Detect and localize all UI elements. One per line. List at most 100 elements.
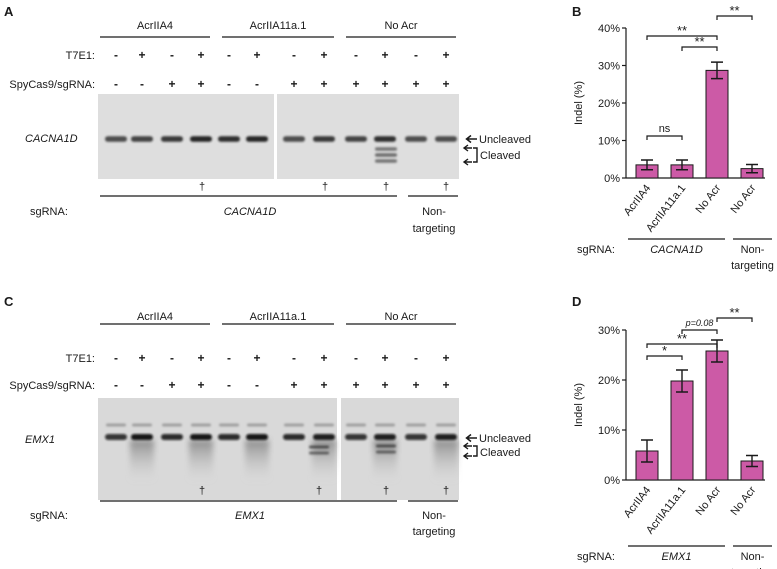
group-label-acriia11: AcrIIA11a.1: [250, 20, 307, 32]
x-tick-label-4: No Acr: [729, 182, 759, 216]
band-uncleaved-lane-8: [313, 434, 335, 440]
band-uncleaved-lane-3: [161, 136, 183, 142]
gel-image-c: [98, 398, 459, 500]
x-tick-label-3: No Acr: [694, 484, 724, 518]
group-label-acriia11: AcrIIA11a.1: [250, 311, 307, 323]
sign-lane-10: +: [381, 48, 388, 62]
x-tick-label-3: No Acr: [694, 182, 724, 216]
cleaved-arrow-upper-icon: [462, 442, 472, 450]
error-bar-4: [746, 454, 758, 468]
sign-lane-11: -: [414, 48, 418, 62]
significance-label-4: **: [729, 305, 739, 320]
band-uncleaved-lane-9: [345, 136, 367, 142]
band-uncleaved-lane-9: [345, 434, 367, 440]
band-upper-lane-3: [162, 423, 182, 427]
significance-label-3: p=0.08: [685, 318, 714, 328]
sign-lane-2: +: [138, 48, 145, 62]
cleaved-bracket-icon: [473, 147, 478, 163]
sign-lane-3: -: [170, 48, 174, 62]
sign-lane-10: +: [381, 77, 388, 91]
bar-3: [705, 69, 729, 179]
sign-lane-10: +: [381, 351, 388, 365]
smear-lane-12: [434, 440, 458, 482]
uncleaved-arrow-icon: [465, 433, 477, 443]
sgrna-nontargeting-label-1: Non-: [422, 510, 446, 522]
cleaved-arrow-lower-icon: [462, 158, 472, 166]
sign-lane-12: +: [442, 77, 449, 91]
sign-lane-6: +: [253, 48, 260, 62]
y-tick-label: 10%: [598, 425, 620, 437]
band-uncleaved-lane-4: [190, 136, 212, 142]
error-bar-3: [711, 61, 723, 80]
x-tick-label-1: AcrIIA4: [622, 182, 654, 218]
band-uncleaved-lane-3: [161, 434, 183, 440]
band-upper-lane-2: [132, 423, 152, 427]
cleaved-label: Cleaved: [480, 447, 520, 459]
bar-2: [670, 380, 694, 481]
significance-bracket-2: [646, 135, 683, 140]
sgrna-nontargeting-label-2: targeting: [413, 526, 456, 538]
sign-lane-5: -: [227, 378, 231, 392]
y-tick-label: 0%: [604, 173, 620, 185]
panel-a-group-headers: AcrIIA4 AcrIIA11a.1 No Acr: [100, 20, 456, 38]
sgrna-label: sgRNA:: [30, 206, 68, 218]
sign-lane-2: -: [140, 378, 144, 392]
significance-bracket-4: [716, 317, 753, 322]
error-bar-2: [676, 369, 688, 393]
panel-a-letter: A: [4, 4, 14, 19]
band-uncleaved-lane-2: [131, 434, 153, 440]
gene-label: EMX1: [25, 434, 55, 446]
cas9-signs-row: - - + + - - + + + + + +: [114, 77, 450, 91]
group-label-nontargeting-2: targeting: [731, 567, 774, 569]
sign-lane-2: +: [138, 351, 145, 365]
panel-c: C AcrIIA4 AcrIIA11a.1 No Acr T7E1: SpyCa…: [4, 294, 531, 538]
sign-lane-12: +: [442, 48, 449, 62]
significance-label-2: ns: [659, 123, 671, 135]
sign-lane-1: -: [114, 48, 118, 62]
sign-lane-8: +: [320, 378, 327, 392]
sign-lane-4: +: [197, 77, 204, 91]
sign-lane-8: +: [320, 77, 327, 91]
dagger-lane12: †: [443, 181, 449, 193]
band-uncleaved-lane-4: [190, 434, 212, 440]
band-upper-lane-5: [219, 423, 239, 427]
band-uncleaved-lane-10: [374, 136, 396, 142]
band-uncleaved-lane-5: [218, 434, 240, 440]
t7e1-row-label: T7E1:: [66, 50, 95, 62]
sign-lane-1: -: [114, 351, 118, 365]
band-uncleaved-lane-10: [374, 434, 396, 440]
sgrna-label: sgRNA:: [577, 244, 615, 256]
band-uncleaved-lane-6: [246, 434, 268, 440]
significance-bracket-2: [646, 355, 683, 360]
significance-bracket-1: [646, 35, 718, 40]
gel-right-background: [277, 94, 459, 179]
significance-bracket-3: [681, 46, 718, 51]
group-label-nontargeting-1: Non-: [741, 551, 765, 563]
dagger-lane8: †: [322, 181, 328, 193]
error-bar-4: [746, 163, 758, 174]
dagger-lane10: †: [383, 181, 389, 193]
dagger-lane8: †: [316, 485, 322, 497]
band-uncleaved-lane-11: [405, 434, 427, 440]
gene-label: CACNA1D: [25, 133, 78, 145]
sign-lane-9: +: [352, 378, 359, 392]
band-uncleaved-lane-11: [405, 136, 427, 142]
t7e1-signs-row: - + - + - + - + - + - +: [114, 48, 450, 62]
band-cleaved-b-lane-8: [309, 451, 329, 455]
band-cleaved-lower-lane-10: [375, 159, 397, 163]
significance-label-1: **: [677, 23, 687, 38]
band-uncleaved-lane-5: [218, 136, 240, 142]
sign-lane-3: +: [168, 77, 175, 91]
significance-label-3: **: [694, 34, 704, 49]
sign-lane-8: +: [320, 351, 327, 365]
y-tick-label: 0%: [604, 475, 620, 487]
dagger-lane12: †: [443, 485, 449, 497]
error-bar-2: [676, 159, 688, 171]
cas9-row-label: SpyCas9/sgRNA:: [9, 380, 95, 392]
sgrna-target-label: CACNA1D: [224, 206, 277, 218]
band-upper-lane-12: [436, 423, 456, 427]
y-axis-label: Indel (%): [573, 383, 585, 427]
sign-lane-7: -: [292, 48, 296, 62]
sign-lane-7: +: [290, 378, 297, 392]
significance-bracket-3: [681, 329, 718, 334]
